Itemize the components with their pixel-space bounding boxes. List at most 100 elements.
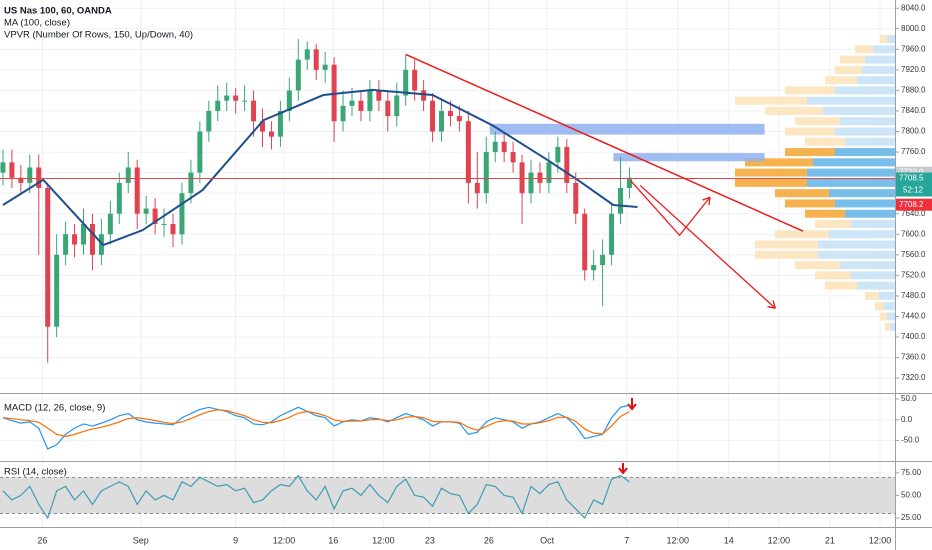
y-tick-label: 25.00: [901, 513, 922, 522]
volume-up: [851, 219, 895, 228]
y-tick-label: 7640.0: [901, 209, 926, 218]
x-tick-label: 12:00: [768, 535, 791, 545]
candle-body: [573, 182, 579, 214]
indicator-label: VPVR (Number Of Rows, 150, Up/Down, 40): [4, 30, 193, 41]
y-tick-label: 7360.0: [901, 353, 926, 362]
candle-body: [519, 162, 525, 194]
y-tick-label: 7600.0: [901, 229, 926, 238]
price-label-box: [896, 172, 932, 185]
volume-up: [807, 168, 895, 177]
candle-body: [582, 213, 588, 271]
y-tick-label: 7440.0: [901, 312, 926, 321]
candle-body: [564, 146, 570, 183]
candle-body: [465, 121, 471, 183]
candle-body: [618, 188, 624, 214]
candle-body: [89, 223, 95, 255]
volume-up: [818, 250, 895, 259]
indicator-label: MA (100, close): [4, 18, 70, 29]
y-tick-label: 7560.0: [901, 250, 926, 259]
arrow-head: [767, 300, 776, 309]
y-tick-label: 8040.0: [901, 3, 926, 12]
candle-body: [9, 162, 15, 178]
volume-up: [879, 291, 895, 300]
candle-body: [456, 116, 462, 122]
x-tick-label: 12:00: [273, 535, 296, 545]
y-tick-label: 7840.0: [901, 106, 926, 115]
volume-down: [775, 230, 829, 239]
volume-down: [745, 158, 813, 167]
candle-body: [510, 152, 516, 163]
rsi-band: [0, 477, 895, 514]
volume-down: [815, 271, 851, 280]
candle-body: [188, 172, 194, 194]
candle-body: [116, 182, 122, 214]
y-tick-label: 7880.0: [901, 86, 926, 95]
volume-down: [765, 106, 823, 115]
candle-body: [27, 167, 33, 183]
candle-body: [367, 90, 373, 111]
candle-body: [277, 110, 283, 137]
y-tick-label: 8000.0: [901, 24, 926, 33]
candle-body: [125, 167, 131, 183]
volume-down: [775, 189, 829, 198]
volume-up: [845, 209, 895, 218]
moving-average: [2, 88, 638, 247]
candle-body: [170, 223, 176, 235]
x-tick-label: 12:00: [869, 535, 892, 545]
volume-down: [825, 281, 857, 290]
y-tick-label: 7760.0: [901, 147, 926, 156]
volume-down: [785, 199, 835, 208]
y-tick-label: 7320.0: [901, 373, 926, 382]
candle-body: [591, 265, 597, 271]
volume-down: [735, 168, 807, 177]
candle-body: [215, 100, 221, 111]
forecast-arrow: [629, 179, 711, 237]
volume-up: [845, 137, 895, 146]
candle-body: [36, 167, 42, 189]
price-label-box: [896, 198, 932, 211]
candle-body: [501, 141, 507, 153]
x-tick-label: 16: [328, 535, 338, 545]
volume-down: [805, 137, 845, 146]
volume-down: [785, 148, 835, 157]
volume-up: [835, 148, 895, 157]
volume-down: [795, 117, 840, 126]
candle-body: [403, 69, 409, 96]
candle-body: [0, 162, 6, 173]
volume-up: [857, 281, 895, 290]
x-tick-label: 14: [724, 535, 734, 545]
volume-up: [887, 312, 895, 321]
candle-body: [268, 131, 274, 137]
candle-body: [286, 90, 292, 111]
candle-body: [528, 172, 534, 194]
volume-down: [735, 96, 807, 105]
candle-body: [72, 234, 78, 245]
volume-up: [818, 240, 895, 249]
volume-up: [807, 178, 895, 187]
price-label: 7708.2: [899, 200, 924, 209]
volume-up: [807, 96, 895, 105]
volume-up: [829, 189, 895, 198]
candle-body: [313, 49, 319, 70]
volume-up: [865, 55, 895, 64]
candle-body: [447, 110, 453, 117]
x-tick-label: 7: [624, 535, 629, 545]
annotation-arrow: [627, 398, 637, 411]
candle-body: [492, 141, 498, 153]
x-tick-label: 21: [825, 535, 835, 545]
volume-down: [885, 322, 890, 331]
volume-up: [840, 261, 895, 270]
y-tick-label: 7920.0: [901, 65, 926, 74]
candle-body: [600, 254, 606, 266]
candle-body: [474, 182, 480, 194]
annotation-arrow: [618, 463, 628, 475]
candle-body: [295, 59, 301, 91]
indicator-line: [2, 409, 630, 438]
pane-title: MACD (12, 26, close, 9): [4, 403, 105, 414]
x-tick-label: 12:00: [667, 535, 690, 545]
candle-body: [143, 208, 149, 214]
candle-body: [81, 223, 87, 245]
volume-down: [840, 55, 865, 64]
volume-down: [815, 219, 851, 228]
volume-up: [890, 322, 895, 331]
